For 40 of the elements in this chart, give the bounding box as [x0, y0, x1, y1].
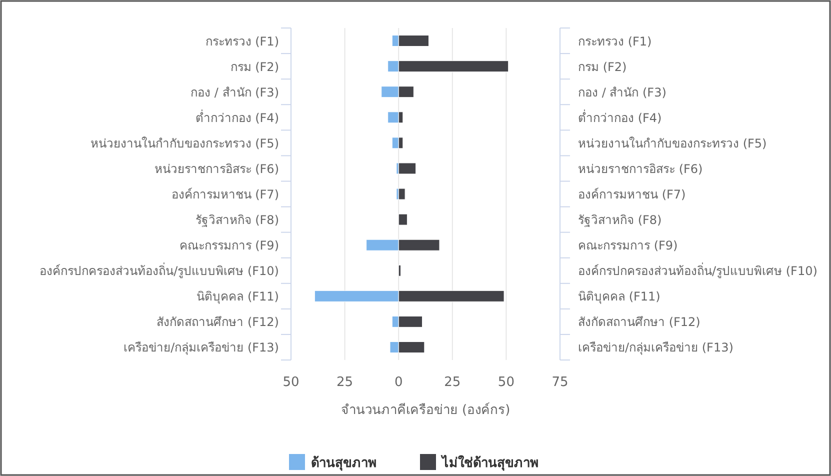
- x-tick-label: 50: [282, 375, 300, 390]
- y-tick-label: สังกัดสถานศึกษา (F12): [156, 315, 279, 330]
- bar: [392, 137, 399, 149]
- y-tick-label: กอง / สำนัก (F3): [190, 85, 279, 100]
- category-label: กอง / สำนัก (F3): [578, 85, 666, 100]
- legend-label: ด้านสุขภาพ: [311, 455, 377, 471]
- y-tick-label: รัฐวิสาหกิจ (F8): [195, 213, 279, 228]
- y-tick-label: หน่วยงานในกำกับของกระทรวง (F5): [90, 136, 279, 150]
- x-tick-label: 50: [498, 375, 514, 390]
- x-tick-label: 75: [552, 375, 568, 390]
- category-label: กรม (F2): [578, 60, 627, 74]
- y-tick-label: หน่วยราชการอิสระ (F6): [154, 162, 279, 176]
- x-tick-label: 25: [336, 375, 354, 390]
- y-tick-label: กระทรวง (F1): [205, 34, 279, 48]
- category-label: หน่วยราชการอิสระ (F6): [578, 162, 703, 176]
- x-axis-title: จำนวนภาคีเครือข่าย (องค์กร): [340, 402, 510, 418]
- y-tick-label: องค์การมหาชน (F7): [171, 188, 279, 202]
- bar: [398, 188, 406, 200]
- category-label: ต่ำกว่ากอง (F4): [578, 110, 662, 125]
- y-tick-label: นิติบุคคล (F11): [196, 290, 279, 305]
- y-tick-label: ต่ำกว่ากอง (F4): [195, 108, 279, 125]
- category-label: องค์กรปกครองส่วนท้องถิ่น/รูปแบบพิเศษ (F10): [578, 264, 818, 278]
- category-label: เครือข่าย/กลุ่มเครือข่าย (F13): [578, 340, 734, 355]
- category-label: นิติบุคคล (F11): [578, 290, 660, 304]
- y-tick-label: องค์กรปกครองส่วนท้องถิ่น/รูปแบบพิเศษ (F10): [40, 262, 279, 280]
- x-tick-label: 0: [394, 375, 403, 390]
- category-label: องค์การมหาชน (F7): [578, 188, 686, 202]
- bar: [398, 162, 416, 174]
- category-label: รัฐวิสาหกิจ (F8): [578, 213, 662, 228]
- category-label: คณะกรรมการ (F9): [578, 238, 678, 253]
- category-label: หน่วยงานในกำกับของกระทรวง (F5): [578, 136, 767, 150]
- y-tick-label: เครือข่าย/กลุ่มเครือข่าย (F13): [124, 340, 279, 356]
- category-label: กระทรวง (F1): [578, 34, 652, 48]
- bar: [398, 214, 408, 226]
- bar: [388, 112, 399, 124]
- y-tick-label: กรม (F2): [230, 60, 279, 74]
- y-tick-label: คณะกรรมการ (F9): [179, 238, 279, 253]
- category-label: สังกัดสถานศึกษา (F12): [578, 315, 700, 330]
- legend-label: ไม่ใช่ด้านสุขภาพ: [440, 454, 539, 471]
- x-tick-label: 25: [444, 375, 461, 390]
